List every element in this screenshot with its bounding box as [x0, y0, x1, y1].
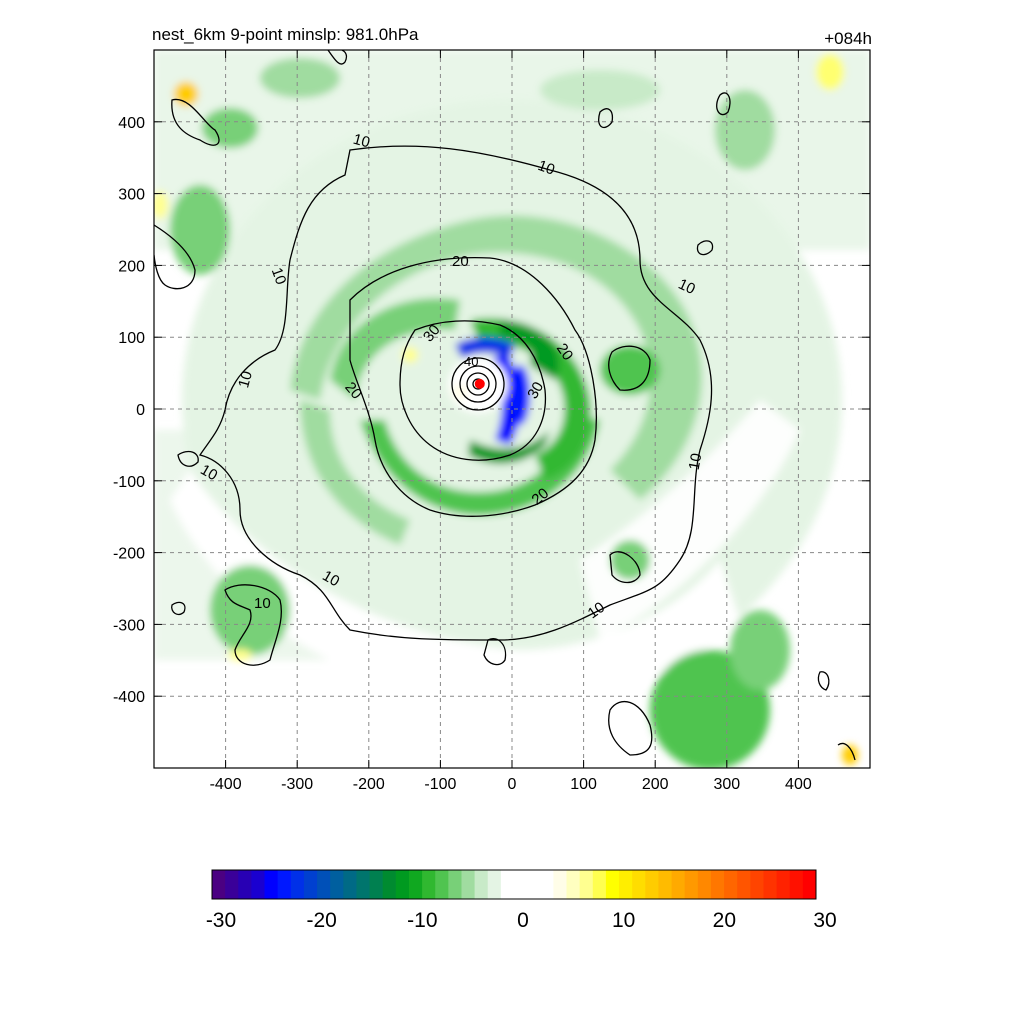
colorbar-swatch — [632, 870, 646, 899]
contour-label-10: 10 — [197, 461, 220, 484]
y-tick-label: -100 — [113, 474, 145, 491]
contour-label-20: 20 — [452, 253, 469, 270]
colorbar-swatch — [356, 870, 371, 899]
x-tick-label: -300 — [281, 776, 313, 793]
contour-label-10: 10 — [536, 157, 557, 179]
contour-label-10: 10 — [686, 452, 706, 471]
y-tick-label: 0 — [136, 402, 145, 419]
colorbar-swatch — [277, 870, 292, 899]
colorbar-swatch — [448, 870, 462, 899]
colorbar-swatch — [435, 870, 449, 899]
contour-label-10: 10 — [319, 567, 342, 590]
colorbar-swatch — [750, 870, 764, 899]
x-tick-label: -100 — [424, 776, 456, 793]
colorbar-tick-label: -10 — [407, 909, 437, 932]
colorbar-swatch — [710, 870, 725, 899]
x-axis: -400 -300 -200 -100 0 100 200 300 400 — [210, 50, 812, 793]
colorbar-swatch — [619, 870, 633, 899]
colorbar-swatch — [658, 870, 673, 899]
contour-lines — [154, 50, 856, 761]
x-tick-label: 300 — [713, 776, 740, 793]
colorbar — [211, 869, 817, 900]
colorbar-swatch — [737, 870, 751, 899]
colorbar-swatch — [474, 870, 489, 899]
x-tick-label: 400 — [785, 776, 812, 793]
colorbar-swatch — [330, 870, 344, 899]
forecast-hour-label: +084h — [824, 29, 872, 48]
contour-labels: 10 10 10 10 10 10 10 10 10 10 20 20 20 2… — [197, 131, 705, 623]
colorbar-swatch — [500, 870, 515, 899]
shaded-field — [154, 50, 870, 768]
colorbar-swatch — [408, 870, 423, 899]
colorbar-swatch — [724, 870, 738, 899]
contour-label-40: 40 — [464, 354, 478, 369]
colorbar-swatch — [605, 870, 620, 899]
chart-title: nest_6km 9-point minslp: 981.0hPa — [152, 25, 419, 44]
colorbar-swatch — [579, 870, 594, 899]
y-axis: 400 300 200 100 0 -100 -200 -300 -400 — [113, 115, 870, 706]
colorbar-swatch — [238, 870, 252, 899]
colorbar-swatch — [290, 870, 305, 899]
colorbar-swatch — [684, 870, 699, 899]
colorbar-tick-label: -20 — [306, 909, 336, 932]
colorbar-swatch — [487, 870, 502, 899]
colorbar-tick-label: -30 — [206, 909, 236, 932]
storm-center-marker — [474, 378, 485, 389]
colorbar-swatch — [264, 870, 279, 899]
colorbar-swatch — [251, 870, 266, 899]
contour-label-10: 10 — [254, 595, 271, 612]
colorbar-swatch — [763, 870, 778, 899]
contour-label-10: 10 — [235, 369, 256, 390]
colorbar-tick-label: 0 — [517, 909, 529, 932]
colorbar-swatch — [566, 870, 581, 899]
contour-label-20: 20 — [553, 340, 576, 363]
colorbar-swatch — [592, 870, 607, 899]
y-tick-label: 200 — [118, 258, 145, 275]
colorbar-swatch — [776, 870, 791, 899]
colorbar-swatch — [382, 870, 397, 899]
y-tick-label: 300 — [118, 187, 145, 204]
contour-label-10: 10 — [268, 265, 290, 286]
y-tick-label: 400 — [118, 115, 145, 132]
colorbar-swatch — [789, 870, 804, 899]
colorbar-swatch — [671, 870, 686, 899]
contour-label-10: 10 — [585, 599, 608, 622]
y-tick-label: -300 — [113, 617, 145, 634]
colorbar-swatch — [527, 870, 541, 899]
colorbar-swatch — [697, 870, 712, 899]
colorbar-swatch — [225, 870, 239, 899]
x-tick-label: -200 — [353, 776, 385, 793]
colorbar-swatch — [645, 870, 659, 899]
colorbar-swatch — [553, 870, 568, 899]
colorbar-tick-label: 20 — [713, 909, 736, 932]
contour-label-30: 30 — [524, 379, 547, 402]
colorbar-swatch — [343, 870, 357, 899]
colorbar-swatch — [369, 870, 384, 899]
x-tick-label: 100 — [570, 776, 597, 793]
y-tick-label: 100 — [118, 330, 145, 347]
x-tick-label: 0 — [508, 776, 517, 793]
colorbar-tick-label: 10 — [612, 909, 635, 932]
contour-label-10: 10 — [676, 276, 698, 298]
colorbar-swatch — [514, 870, 528, 899]
contour-label-10: 10 — [351, 131, 372, 152]
colorbar-swatch — [461, 870, 476, 899]
x-tick-label: -400 — [210, 776, 242, 793]
y-tick-label: -400 — [113, 689, 145, 706]
colorbar-tick-label: 30 — [813, 909, 836, 932]
colorbar-swatch — [317, 870, 331, 899]
colorbar-frame — [211, 869, 817, 900]
colorbar-swatch — [212, 870, 226, 899]
colorbar-swatch — [395, 870, 410, 899]
colorbar-tick-labels: -30 -20 -10 0 10 20 30 — [206, 909, 837, 932]
y-tick-label: -200 — [113, 546, 145, 563]
colorbar-swatch — [540, 870, 554, 899]
colorbar-swatch — [802, 870, 817, 899]
x-tick-label: 200 — [642, 776, 669, 793]
colorbar-swatch — [422, 870, 436, 899]
colorbar-swatch — [303, 870, 318, 899]
